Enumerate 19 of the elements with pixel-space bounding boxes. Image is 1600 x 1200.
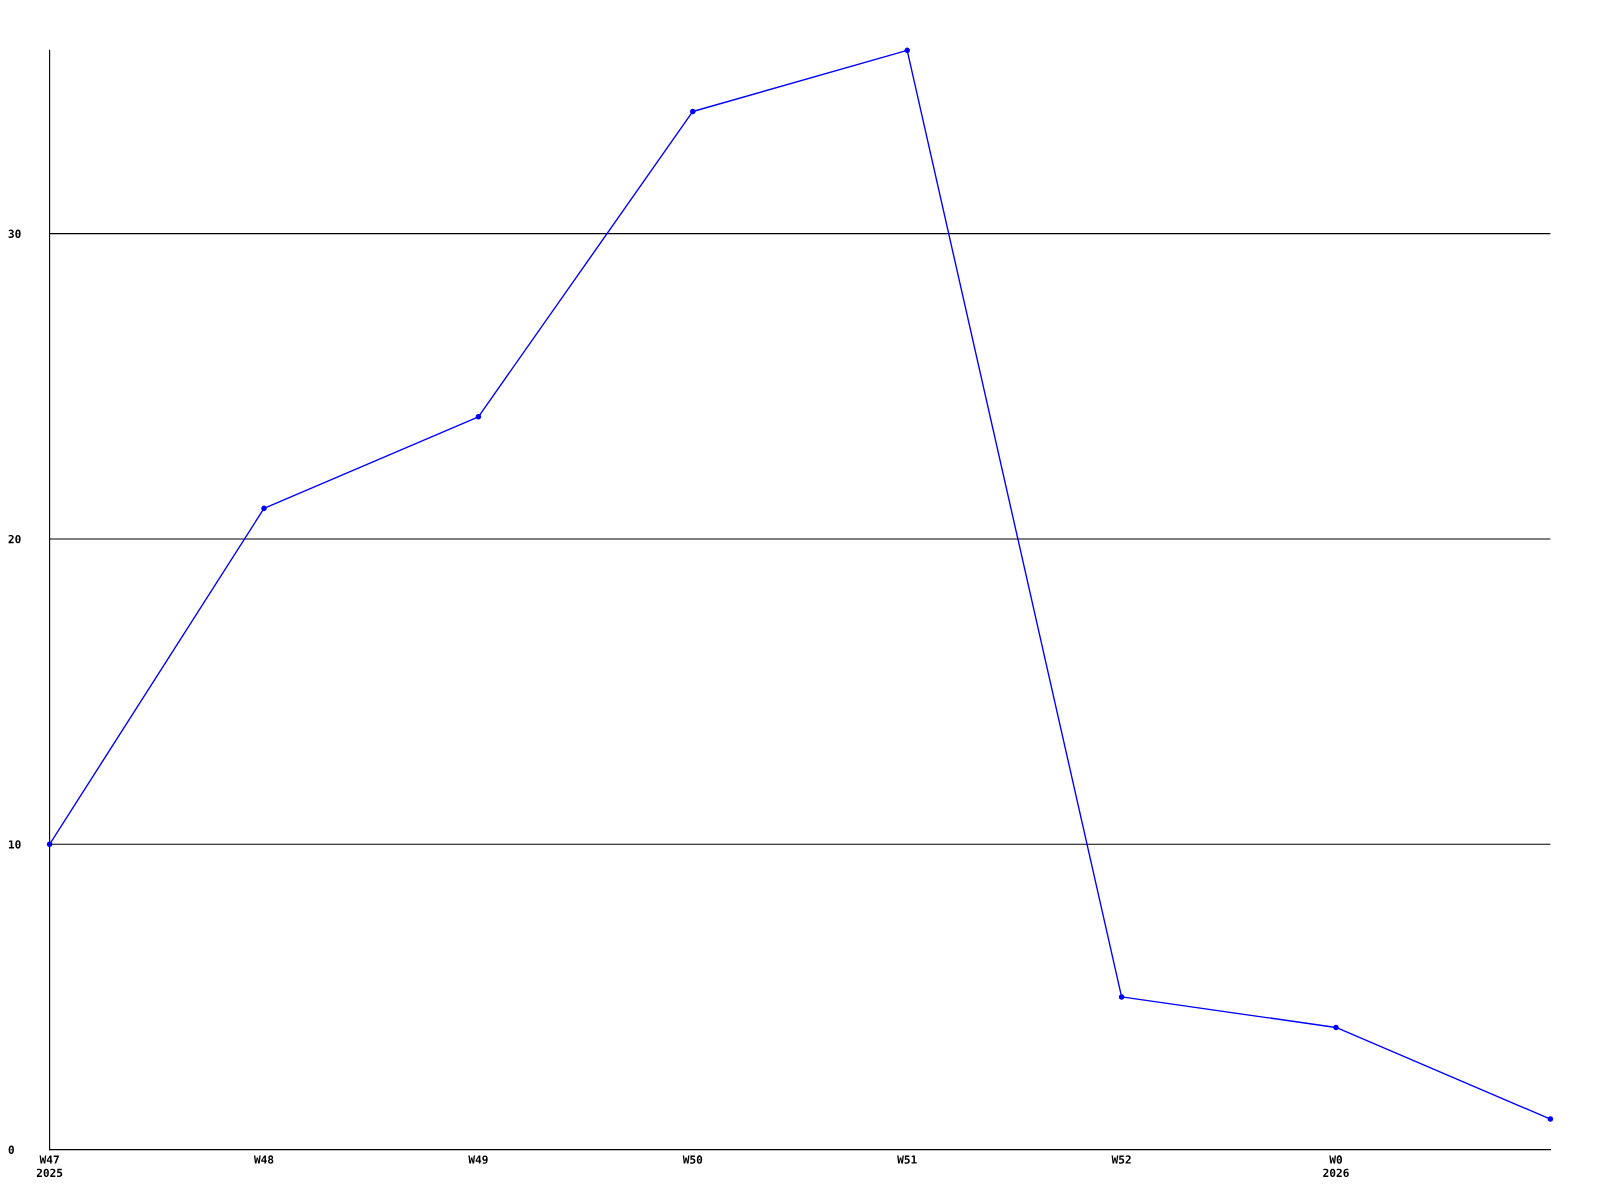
x-tick-label: W49 bbox=[468, 1155, 488, 1164]
point bbox=[690, 108, 696, 115]
point bbox=[904, 47, 910, 54]
x-tick-label: W52 bbox=[1111, 1155, 1131, 1164]
point bbox=[46, 841, 53, 848]
y-tick-label: 10 bbox=[8, 840, 21, 849]
x-tick-label: W50 bbox=[682, 1155, 703, 1164]
x-tick-label: W0 2026 bbox=[1323, 1155, 1349, 1178]
x-tick-label: W47 2025 bbox=[36, 1155, 63, 1178]
point bbox=[1547, 1116, 1554, 1122]
y-tick-label: 20 bbox=[8, 534, 21, 544]
x-tick-label: W48 bbox=[253, 1155, 274, 1164]
point bbox=[1333, 1024, 1339, 1031]
y-tick-label: 0 bbox=[8, 1145, 14, 1154]
point bbox=[1118, 994, 1125, 1000]
x-tick-label: W51 bbox=[897, 1155, 917, 1164]
y-tick-label: 30 bbox=[8, 229, 21, 238]
point bbox=[261, 505, 267, 512]
point bbox=[475, 414, 482, 420]
